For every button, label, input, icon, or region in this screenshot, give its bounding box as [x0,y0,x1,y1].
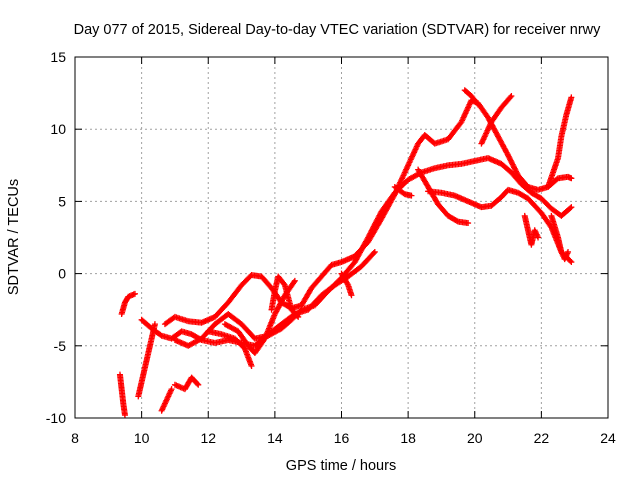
data-point-marker [568,204,575,211]
data-point-marker [505,153,512,160]
grid-lines [75,57,608,418]
x-tick-label: 22 [534,430,550,446]
data-point-marker [348,292,355,299]
data-point-marker [509,160,516,167]
x-axis-label: GPS time / hours [286,458,396,474]
data-point-marker [511,165,518,172]
data-point-marker [508,158,515,165]
data-point-marker [291,277,298,284]
data-point-marker [568,175,575,182]
series-track-i [268,273,302,320]
data-point-marker [453,217,460,224]
series-track-n [415,166,472,227]
series-track-q [478,92,515,147]
series-track-t [548,212,572,263]
data-point-marker [511,164,518,171]
data-point-marker [168,386,175,393]
data-point-marker [195,381,202,388]
data-point-marker [370,250,377,257]
data-point-marker [568,259,575,266]
y-tick-label: -5 [54,338,67,354]
data-point-marker [535,234,542,241]
data-point-marker [512,167,519,174]
data-point-marker [131,290,138,297]
y-tick-label: 15 [50,49,66,65]
data-point-marker [507,94,514,101]
data-point-marker [194,380,201,387]
data-point-marker [290,279,297,286]
data-point-marker [508,92,515,99]
x-tick-label: 16 [334,430,350,446]
series-track-e [161,97,575,328]
axis-ticks [74,56,609,419]
y-tick-label: 5 [58,193,66,209]
x-tick-label: 8 [71,430,79,446]
data-point-marker [509,161,516,168]
data-point-marker [344,280,351,287]
chart-title: Day 077 of 2015, Sidereal Day-to-day VTE… [74,22,602,38]
x-tick-label: 18 [400,430,416,446]
data-point-marker [408,192,415,199]
data-points [116,87,575,419]
series-track-l [338,270,355,299]
data-point-marker [295,313,302,320]
series-track-s [545,94,575,190]
data-point-marker [248,363,255,370]
data-point-marker [507,156,514,163]
data-point-marker [510,162,517,169]
series-track-g [221,277,298,357]
x-tick-labels: 8 10 12 14 16 18 20 22 24 [71,430,616,446]
x-tick-label: 24 [600,430,616,446]
y-tick-labels: -10 -5 0 5 10 15 [46,49,66,426]
data-point-marker [507,157,514,164]
y-axis-label: SDTVAR / TECUs [6,179,22,295]
data-point-marker [121,412,128,419]
data-point-marker [371,248,378,255]
x-tick-label: 10 [134,430,150,446]
data-point-marker [474,100,481,107]
series-track-k [158,386,175,414]
data-point-marker [567,205,574,212]
y-tick-label: 0 [58,266,66,282]
series-track-m [391,183,415,199]
series-track-p [461,87,482,108]
series-track-a [118,290,138,318]
series-track-r [521,212,542,248]
x-tick-label: 12 [200,430,216,446]
series-track-b [116,371,128,419]
data-point-marker [475,101,482,108]
data-point-marker [565,248,572,255]
data-point-marker [568,94,575,101]
x-tick-label: 14 [267,430,283,446]
series-track-j [171,374,202,393]
data-point-marker [513,168,520,175]
data-point-marker [513,169,520,176]
data-point-marker [465,220,472,227]
data-point-marker [567,257,574,264]
data-point-marker [505,152,512,159]
data-point-marker [294,312,301,319]
series-track-c [135,321,158,400]
x-tick-label: 20 [467,430,483,446]
data-point-marker [506,154,513,161]
y-tick-label: -10 [46,410,66,426]
data-point-marker [151,321,158,328]
y-tick-label: 10 [50,121,66,137]
series-track-h [205,328,255,370]
data-point-marker [157,331,164,338]
